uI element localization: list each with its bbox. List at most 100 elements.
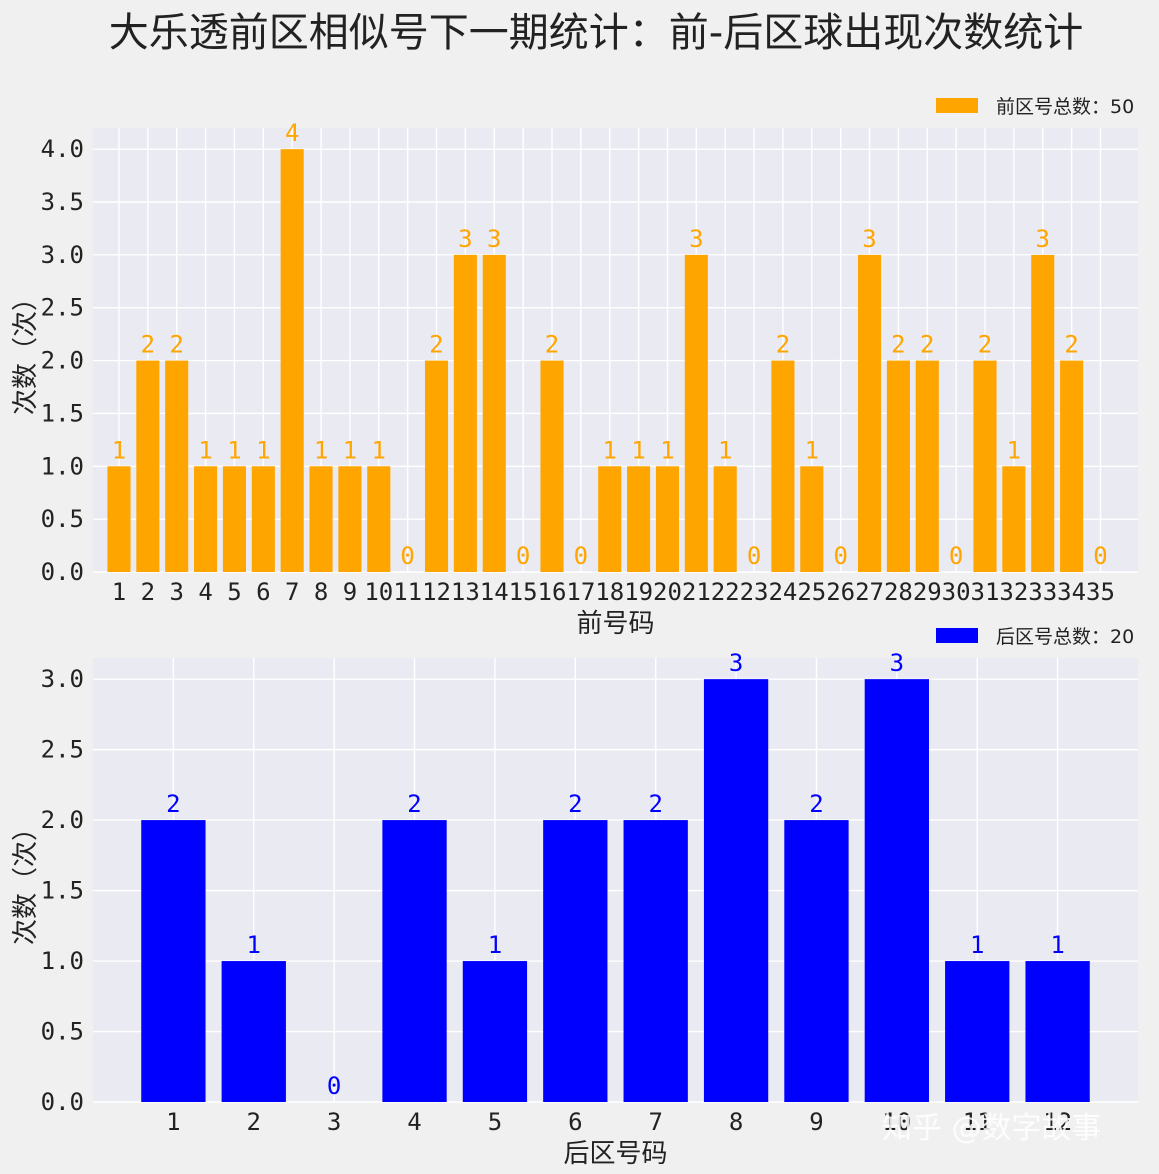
y-tick-label: 0.0 [41,1088,84,1116]
bar-28 [886,360,910,572]
bar-9 [338,466,362,572]
bar-33 [1031,254,1055,572]
x-tick-label: 3 [327,1108,341,1136]
x-tick-label: 29 [913,578,942,606]
data-label-16: 2 [545,331,559,359]
bar-13 [453,254,477,572]
bar-3 [165,360,189,572]
data-label-17: 0 [574,542,588,570]
y-tick-label: 3.5 [41,188,84,216]
y-tick-label: 2.0 [41,806,84,834]
bar-19 [627,466,651,572]
bar-14 [482,254,506,572]
bar-21 [684,254,708,572]
x-tick-label: 3 [169,578,183,606]
data-label-10: 3 [890,649,904,677]
data-label-4: 2 [407,790,421,818]
x-tick-label: 25 [797,578,826,606]
bar-24 [771,360,795,572]
bar-27 [857,254,882,572]
data-label-7: 4 [285,119,299,147]
data-label-19: 1 [631,436,645,464]
data-label-32: 1 [1007,436,1021,464]
x-tick-label: 8 [314,578,328,606]
x-tick-label: 5 [227,578,241,606]
y-tick-label: 0.0 [41,558,84,586]
data-label-1: 1 [112,436,126,464]
x-tick-label: 1 [166,1108,180,1136]
data-label-34: 2 [1064,331,1078,359]
x-tick-label: 2 [247,1108,261,1136]
y-axis-label: 次数（次） [11,285,41,415]
data-label-2: 1 [247,931,261,959]
x-tick-label: 30 [942,578,971,606]
x-tick-label: 26 [826,578,855,606]
bar-7 [623,820,688,1102]
bar-7 [280,149,304,572]
data-label-13: 3 [458,225,472,253]
data-label-8: 3 [729,649,743,677]
bar-12 [424,360,449,572]
x-tick-label: 31 [971,578,1000,606]
bar-1 [141,820,206,1102]
bar-32 [1002,466,1026,572]
bar-29 [915,360,939,572]
bar-4 [382,820,447,1102]
bar-4 [194,466,218,572]
bar-2 [136,360,160,572]
data-label-1: 2 [166,790,180,818]
y-tick-label: 2.5 [41,294,84,322]
x-tick-label: 14 [480,578,509,606]
legend-swatch [936,628,978,643]
data-label-5: 1 [227,436,241,464]
legend-label: 后区号总数：20 [996,626,1134,648]
x-tick-label: 18 [595,578,624,606]
x-tick-label: 15 [509,578,538,606]
x-tick-label: 4 [198,578,212,606]
data-label-4: 1 [198,436,212,464]
bar-12 [1025,961,1090,1102]
front-zone-chart: 0.00.51.01.52.02.53.03.54.01122231415164… [11,96,1138,639]
x-tick-label: 28 [884,578,913,606]
x-tick-label: 6 [256,578,270,606]
back-zone-chart: 0.00.51.01.52.02.53.02112032415262738293… [11,626,1138,1169]
x-tick-label: 5 [488,1108,502,1136]
data-label-26: 0 [833,542,847,570]
x-tick-label: 7 [285,578,299,606]
data-label-9: 2 [809,790,823,818]
data-label-8: 1 [314,436,328,464]
data-label-12: 2 [429,331,443,359]
bar-5 [462,961,528,1102]
x-tick-label: 10 [882,1108,911,1136]
x-tick-label: 11 [393,578,422,606]
bar-10 [864,679,929,1102]
x-tick-label: 33 [1028,578,1057,606]
x-tick-label: 2 [141,578,155,606]
data-label-3: 2 [169,331,183,359]
data-label-14: 3 [487,225,501,253]
x-axis-label: 后区号码 [563,1139,667,1169]
x-tick-label: 10 [364,578,393,606]
data-label-25: 1 [805,436,819,464]
x-tick-label: 22 [711,578,740,606]
x-tick-label: 6 [568,1108,582,1136]
data-label-28: 2 [891,331,905,359]
y-tick-label: 1.5 [41,877,84,905]
x-tick-label: 34 [1057,578,1086,606]
data-label-5: 1 [488,931,502,959]
bar-20 [655,466,680,572]
data-label-29: 2 [920,331,934,359]
y-tick-label: 3.0 [41,241,84,269]
y-tick-label: 2.0 [41,347,84,375]
bar-2 [221,961,286,1102]
bar-6 [543,820,608,1102]
x-tick-label: 9 [809,1108,823,1136]
bar-5 [222,466,246,572]
data-label-20: 1 [660,436,674,464]
y-axis-label: 次数（次） [11,815,41,945]
x-tick-label: 17 [566,578,595,606]
chart-title: 大乐透前区相似号下一期统计：前-后区球出现次数统计 [109,10,1083,56]
data-label-2: 2 [141,331,155,359]
x-tick-label: 9 [343,578,357,606]
